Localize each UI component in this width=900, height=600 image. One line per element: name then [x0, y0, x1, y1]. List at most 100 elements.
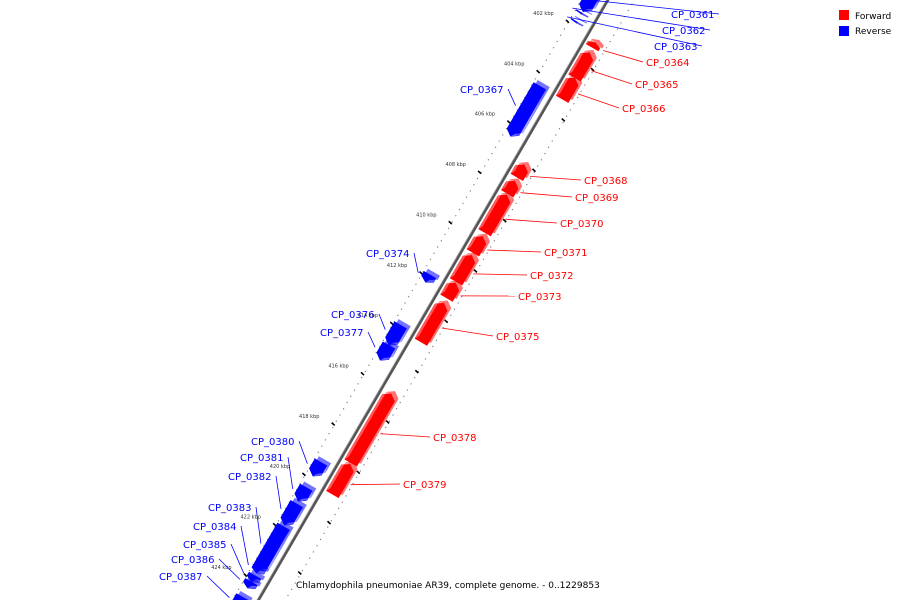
gene-arrow-highlight	[326, 462, 350, 491]
gene-cp-0370[interactable]: CP_0370	[478, 192, 604, 237]
gene-cp-0367[interactable]: CP_0367	[460, 80, 550, 137]
gene-cp-0364[interactable]: CP_0364	[585, 38, 689, 69]
gene-arrow-highlight	[568, 50, 590, 75]
gene-arrow-highlight	[247, 585, 260, 589]
gene-cp-0374[interactable]: CP_0374	[366, 249, 440, 283]
gene-arrow-highlight	[586, 38, 596, 44]
gene-label: CP_0369	[575, 193, 618, 204]
kbp-tick-mark	[477, 170, 482, 175]
gene-label: CP_0372	[530, 271, 573, 282]
gene-label: CP_0368	[584, 176, 627, 187]
gene-arrow-highlight	[425, 278, 438, 283]
gene-cp-0377[interactable]: CP_0377	[320, 328, 399, 361]
gene-cp-0379[interactable]: CP_0379	[326, 461, 446, 499]
gene-arrow	[506, 82, 547, 137]
gene-label: CP_0384	[193, 522, 236, 533]
gene-arrow	[414, 302, 448, 346]
gene-cp-0381[interactable]: CP_0381	[240, 453, 317, 502]
kbp-minor-tick	[385, 419, 390, 424]
gene-features: CP_0361 CP_0362 CP_0363 CP_0364 CP_0365 CP_03…	[159, 0, 720, 600]
gene-label: CP_0366	[622, 104, 665, 115]
gene-label: CP_0378	[433, 433, 476, 444]
gene-cp-0368[interactable]: CP_0368	[510, 162, 628, 187]
gene-cp-0361[interactable]: CP_0361	[578, 0, 720, 21]
gene-arrow	[251, 564, 266, 575]
gene-arrow-highlight	[312, 465, 327, 477]
kbp-minor-tick	[297, 571, 302, 575]
gene-arrow	[421, 270, 437, 283]
gene-label: CP_0381	[240, 453, 283, 464]
gene-arrow-highlight	[440, 281, 456, 295]
gene-arrow-shadow	[255, 562, 270, 572]
gene-cp-0372[interactable]: CP_0372	[449, 252, 573, 286]
gene-label-connector	[367, 331, 376, 348]
gene-label-connector	[586, 0, 720, 15]
gene-cp-0366[interactable]: CP_0366	[555, 75, 665, 115]
gene-arrow	[575, 9, 589, 18]
kbp-ticks: 402 kbp 404 kbp 406 kbp 408 kbp 410 kbp 412 k…	[211, 11, 595, 578]
gene-label-connector	[603, 50, 644, 63]
gene-cp-0383[interactable]: CP_0383	[208, 503, 294, 573]
kbp-minor-tick	[502, 218, 507, 223]
gene-label-connector	[567, 16, 703, 47]
kbp-tick-label: 424 kbp	[211, 565, 231, 571]
gene-label-connector	[350, 483, 401, 486]
backbone-highlight	[256, 0, 607, 600]
gene-arrow	[309, 458, 328, 477]
gene-arrow	[585, 40, 601, 52]
kbp-tick-label: 406 kbp	[475, 112, 495, 118]
kbp-tick-label: 404 kbp	[504, 61, 524, 67]
gene-arrow	[440, 282, 460, 302]
kbp-tick-mark	[243, 573, 248, 578]
gene-cp-0362[interactable]: CP_0362	[572, 7, 711, 37]
kbp-tick-mark	[360, 371, 365, 376]
gene-label: CP_0370	[560, 219, 603, 230]
gene-label-connector	[380, 433, 431, 438]
gene-arrow	[376, 341, 396, 361]
gene-label-connector	[591, 70, 633, 85]
gene-cp-0369[interactable]: CP_0369	[500, 178, 618, 204]
gene-arrow-highlight	[466, 234, 483, 250]
kbp-tick-mark	[506, 119, 511, 124]
gene-cp-0386[interactable]: CP_0386	[171, 555, 262, 590]
gene-cp-0373[interactable]: CP_0373	[440, 280, 562, 303]
gene-cp-0365[interactable]: CP_0365	[568, 50, 679, 91]
kbp-minor-tick	[414, 369, 419, 374]
gene-label: CP_0382	[228, 472, 271, 483]
gene-arrow	[510, 164, 528, 182]
gene-label: CP_0383	[208, 503, 251, 514]
kbp-minor-tick	[590, 67, 595, 72]
kbp-tick-label: 402 kbp	[533, 11, 553, 17]
gene-cp-0378[interactable]: CP_0378	[344, 391, 477, 467]
gene-arrow-highlight	[389, 328, 407, 346]
gene-cp-0363[interactable]: CP_0363	[567, 15, 703, 53]
gene-label-connector	[298, 440, 308, 464]
kbp-minor-tick	[561, 117, 566, 122]
gene-cp-0384[interactable]: CP_0384	[193, 522, 270, 575]
kbp-minor-tick	[473, 268, 478, 273]
gene-label: CP_0362	[662, 26, 705, 37]
kbp-tick-mark	[565, 19, 570, 24]
gene-arrow-highlight	[298, 491, 313, 502]
kbp-tick-mark	[389, 321, 394, 326]
gene-label-connector	[487, 249, 542, 253]
gene-cp-0380[interactable]: CP_0380	[251, 437, 331, 477]
gene-cp-0375[interactable]: CP_0375	[414, 300, 540, 346]
gene-arrow	[478, 194, 511, 237]
gene-label: CP_0374	[366, 249, 409, 260]
kbp-tick-mark	[272, 522, 277, 527]
kbp-minor-tick	[531, 168, 537, 173]
gene-label: CP_0367	[460, 85, 503, 96]
gene-cp-0387[interactable]: CP_0387	[159, 572, 253, 600]
gene-arrow-highlight	[380, 348, 395, 361]
gene-arrow-highlight	[510, 162, 525, 174]
gene-cp-0371[interactable]: CP_0371	[466, 233, 588, 259]
gene-label-connector	[275, 475, 282, 510]
gene-label: CP_0365	[635, 80, 678, 91]
legend-item-reverse: Reverse	[839, 26, 892, 37]
gene-label-connector	[230, 543, 245, 574]
backbone-line	[256, 0, 610, 600]
legend-label-reverse: Reverse	[855, 27, 892, 37]
gene-label-connector	[218, 558, 241, 580]
